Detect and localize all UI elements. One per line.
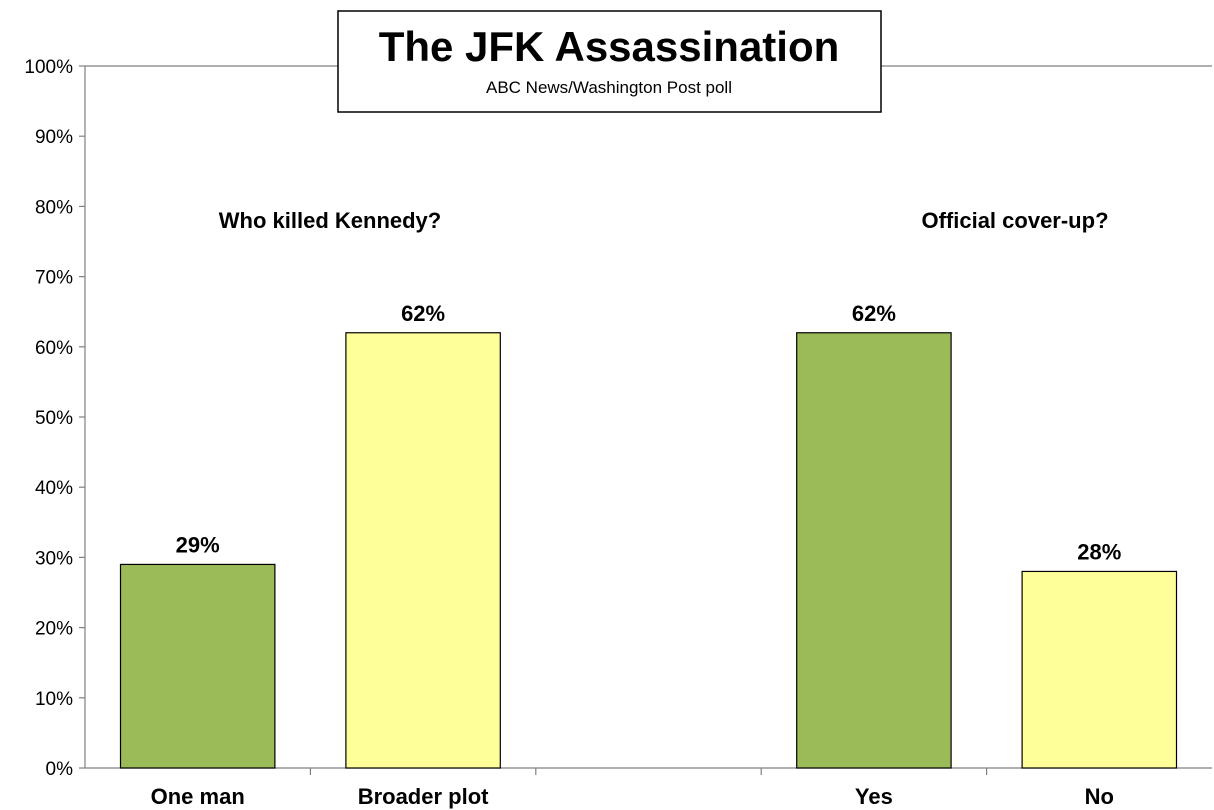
y-tick-label: 70% [35, 268, 73, 289]
y-tick-label: 10% [35, 689, 73, 710]
y-tick-label: 20% [35, 619, 73, 640]
data-label: 28% [1077, 539, 1121, 564]
bar [1021, 570, 1178, 769]
y-tick-label: 40% [35, 478, 73, 499]
y-tick-label: 60% [35, 338, 73, 359]
category-label: Yes [855, 784, 893, 809]
chart-title: The JFK Assassination [379, 23, 840, 70]
bar [345, 332, 501, 769]
data-label: 29% [176, 532, 220, 557]
bars [119, 332, 1178, 769]
y-tick-label: 30% [35, 548, 73, 569]
bar [119, 563, 276, 769]
chart-subtitle: ABC News/Washington Post poll [486, 78, 732, 97]
labels: 0% 10% 20% 30% 40% 50% 60% 70% 80% 90% 100% 29% One … [24, 57, 1121, 809]
category-label: One man [151, 784, 245, 809]
y-tick-label: 50% [35, 408, 73, 429]
data-label: 62% [401, 301, 445, 326]
title-box-frame [337, 10, 882, 113]
y-tick-label: 0% [46, 759, 74, 780]
category-label: Broader plot [358, 784, 489, 809]
group-label-cover-up: Official cover-up? [921, 208, 1108, 233]
y-tick-label: 90% [35, 127, 73, 148]
bar [796, 332, 952, 769]
category-label: No [1085, 784, 1114, 809]
title-box: The JFK Assassination ABC News/Washingto… [337, 10, 882, 113]
y-tick-label: 80% [35, 197, 73, 218]
y-tick-label: 100% [24, 57, 73, 78]
data-label: 62% [852, 301, 896, 326]
group-label-who-killed: Who killed Kennedy? [219, 208, 441, 233]
